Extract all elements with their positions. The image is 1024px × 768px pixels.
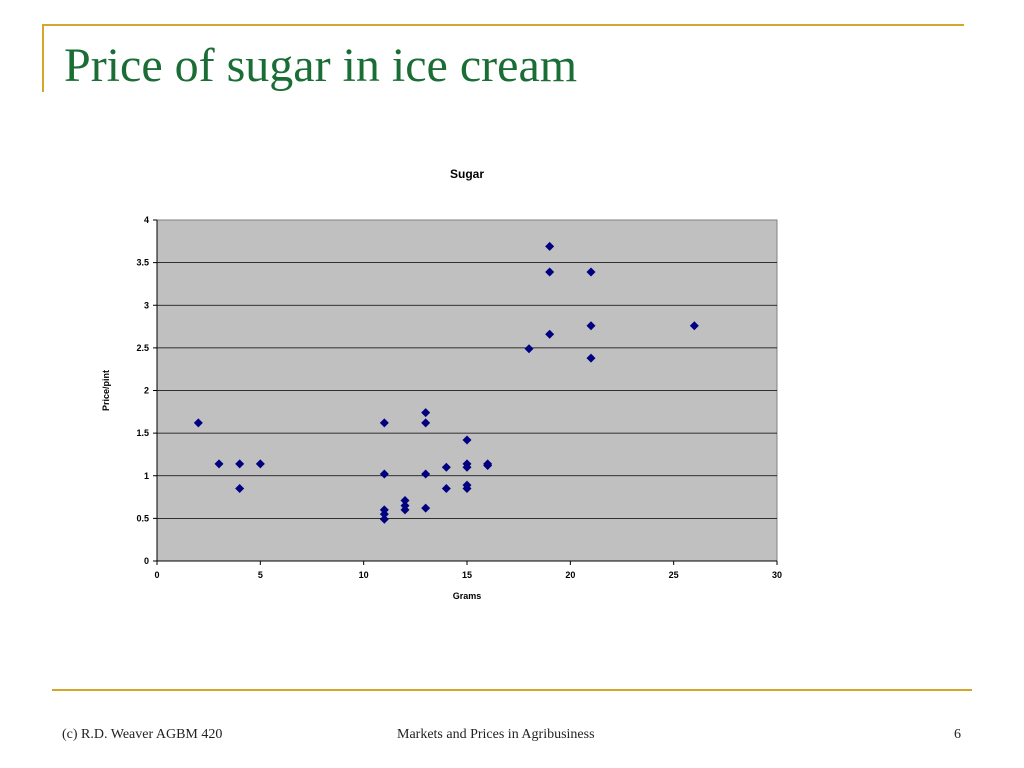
y-tick-label: 3 (144, 300, 149, 310)
data-point (400, 505, 410, 515)
data-point (586, 267, 596, 277)
data-point (421, 503, 431, 513)
data-point (379, 418, 389, 428)
data-point (441, 462, 451, 472)
data-point (545, 329, 555, 339)
y-tick-label: 1 (144, 471, 149, 481)
x-tick-label: 30 (772, 570, 782, 580)
footer-divider (52, 689, 972, 691)
y-tick-label: 2 (144, 386, 149, 396)
y-tick-label: 1.5 (136, 428, 149, 438)
x-tick-label: 0 (154, 570, 159, 580)
y-tick-label: 2.5 (136, 343, 149, 353)
y-tick-label: 3.5 (136, 258, 149, 268)
data-point (441, 484, 451, 494)
y-axis-label: Price/pint (101, 370, 111, 411)
data-point (421, 418, 431, 428)
sugar-scatter-chart: 0 0.5 1 1.5 2 2.5 3 3.5 4 0 5 10 15 20 25 30 Sugar Grams P… (101, 167, 782, 601)
x-tick-label: 15 (462, 570, 472, 580)
chart-title: Sugar (450, 167, 484, 181)
data-point (545, 267, 555, 277)
data-point (421, 408, 431, 418)
data-point (379, 469, 389, 479)
data-point (586, 353, 596, 363)
data-point (462, 462, 472, 472)
x-axis-label: Grams (453, 591, 482, 601)
y-tick-label: 0.5 (136, 513, 149, 523)
data-point (689, 321, 699, 331)
x-tick-label: 5 (258, 570, 263, 580)
title-accent-line (42, 24, 964, 26)
data-point (235, 459, 245, 469)
footer-course: Markets and Prices in Agribusiness (397, 727, 595, 742)
data-point (235, 484, 245, 494)
page-number: 6 (954, 727, 961, 742)
data-point (524, 344, 534, 354)
slide-title: Price of sugar in ice cream (64, 39, 578, 92)
y-tick-label: 0 (144, 556, 149, 566)
data-point (379, 509, 389, 519)
data-point (483, 461, 493, 471)
data-point (545, 241, 555, 251)
data-point (193, 418, 203, 428)
data-point (421, 469, 431, 479)
data-point (462, 484, 472, 494)
data-point (214, 459, 224, 469)
footer-author: (c) R.D. Weaver AGBM 420 (62, 727, 223, 742)
data-point (462, 435, 472, 445)
data-point (379, 514, 389, 524)
x-tick-label: 20 (565, 570, 575, 580)
x-tick-label: 10 (359, 570, 369, 580)
x-tick-label: 25 (669, 570, 679, 580)
data-point (400, 495, 410, 505)
data-point (586, 321, 596, 331)
title-accent-bar (42, 24, 44, 92)
y-tick-label: 4 (144, 215, 149, 225)
